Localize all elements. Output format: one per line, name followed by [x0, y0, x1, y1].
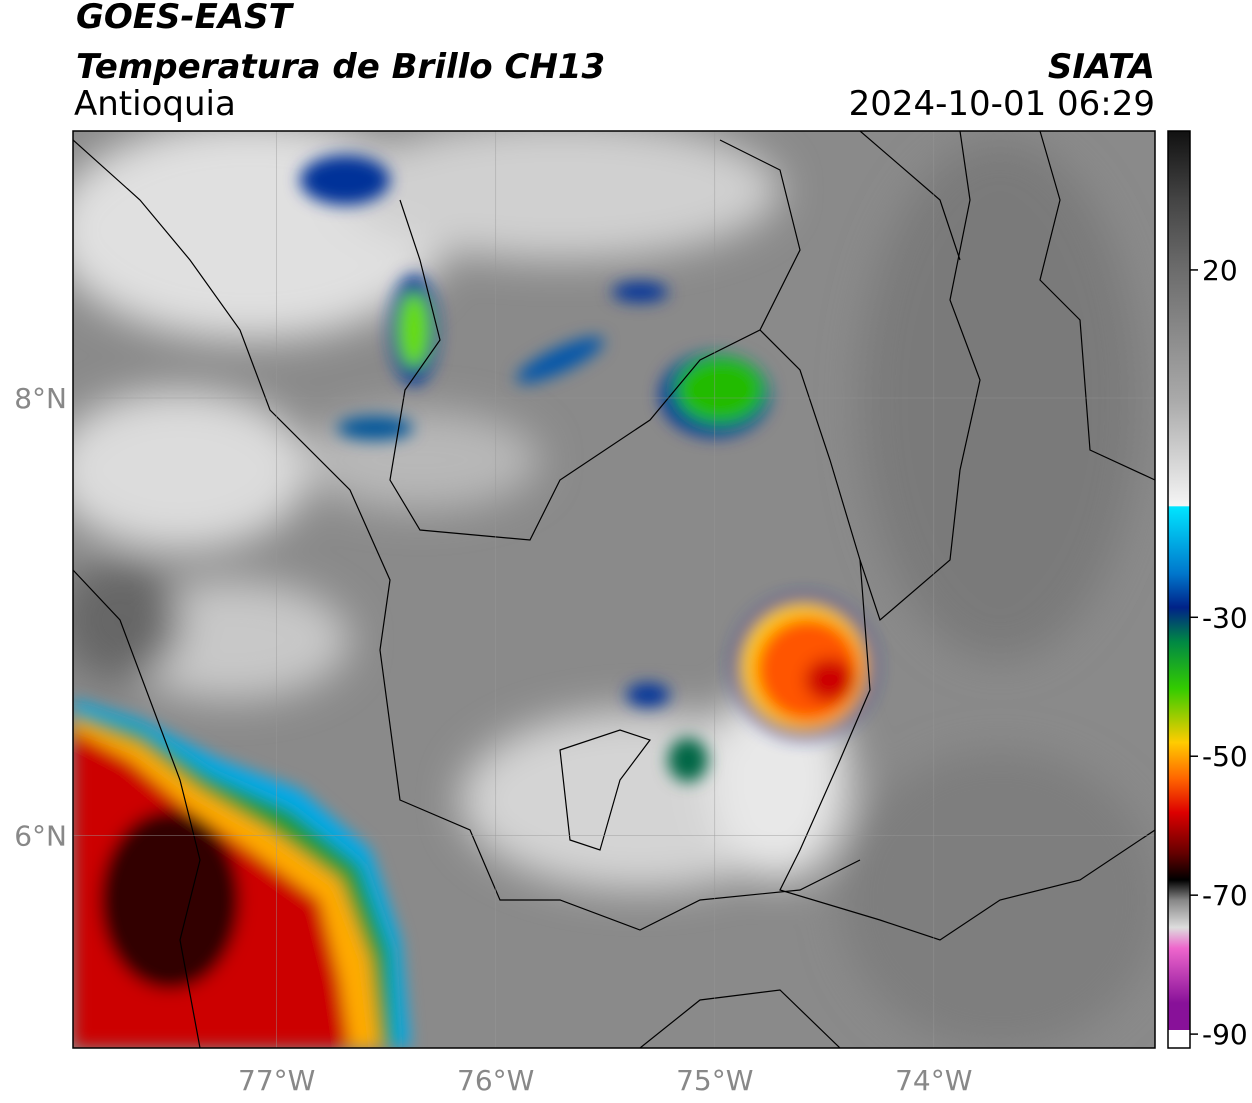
- title: GOES-EAST: [76, 0, 295, 37]
- map-frame: [72, 130, 1156, 1049]
- satellite-image: [73, 131, 1155, 1048]
- colorbar-tick-label: -30: [1202, 601, 1248, 634]
- grid: [73, 131, 1155, 1048]
- region: Antioquia: [74, 84, 236, 124]
- colorbar-under: [1168, 1030, 1190, 1048]
- x-tick-label: 74°W: [895, 1064, 972, 1097]
- x-tick-label: 75°W: [676, 1064, 753, 1097]
- colorbar-tick-label: 20: [1202, 254, 1238, 287]
- colorbar-tick-label: -70: [1202, 879, 1248, 912]
- source: SIATA: [1048, 47, 1155, 87]
- timestamp: 2024-10-01 06:29: [849, 84, 1155, 124]
- x-tick-label: 77°W: [238, 1064, 315, 1097]
- colorbar: [1168, 131, 1190, 1030]
- colorbar-tick-label: -90: [1202, 1018, 1248, 1051]
- y-tick-label: 8°N: [14, 382, 67, 415]
- x-tick-label: 76°W: [457, 1064, 534, 1097]
- subtitle: Temperatura de Brillo CH13: [76, 47, 605, 87]
- y-tick-label: 6°N: [14, 820, 67, 853]
- colorbar-frame: [1167, 130, 1191, 1049]
- colorbar-tick-label: -50: [1202, 740, 1248, 773]
